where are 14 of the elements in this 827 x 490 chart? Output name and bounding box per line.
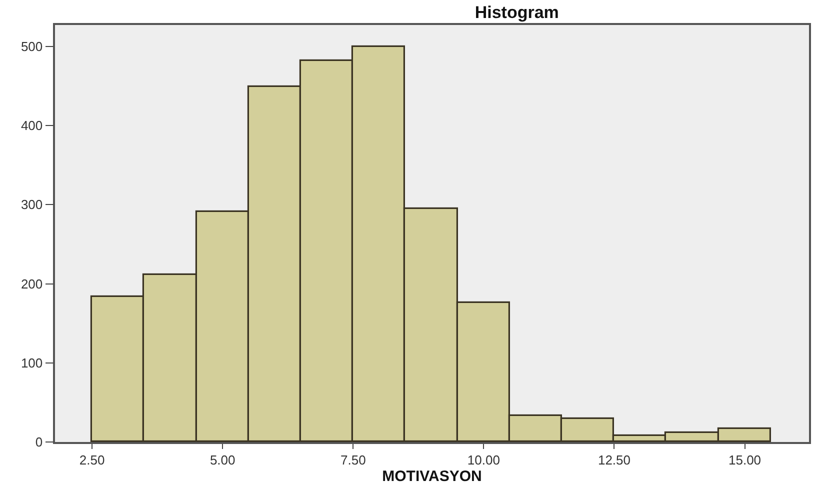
y-tick-label: 500 <box>20 38 43 54</box>
y-tick-label: 300 <box>20 197 43 212</box>
chart-title: Histogram <box>474 3 559 22</box>
x-tick-label: 15.00 <box>728 452 762 468</box>
x-axis-title: MOTIVASYON <box>382 468 482 485</box>
x-tick-label: 7.50 <box>340 452 366 468</box>
x-tick-label: 12.50 <box>598 452 631 468</box>
y-tick-label: 100 <box>20 355 43 370</box>
y-tick-label: 0 <box>35 434 43 450</box>
x-tick-label: 10.00 <box>467 452 500 468</box>
y-tick-label: 200 <box>20 276 43 292</box>
y-tick-label: 400 <box>20 118 43 134</box>
x-tick-label: 5.00 <box>210 452 236 468</box>
x-tick-label: 2.50 <box>79 452 105 468</box>
